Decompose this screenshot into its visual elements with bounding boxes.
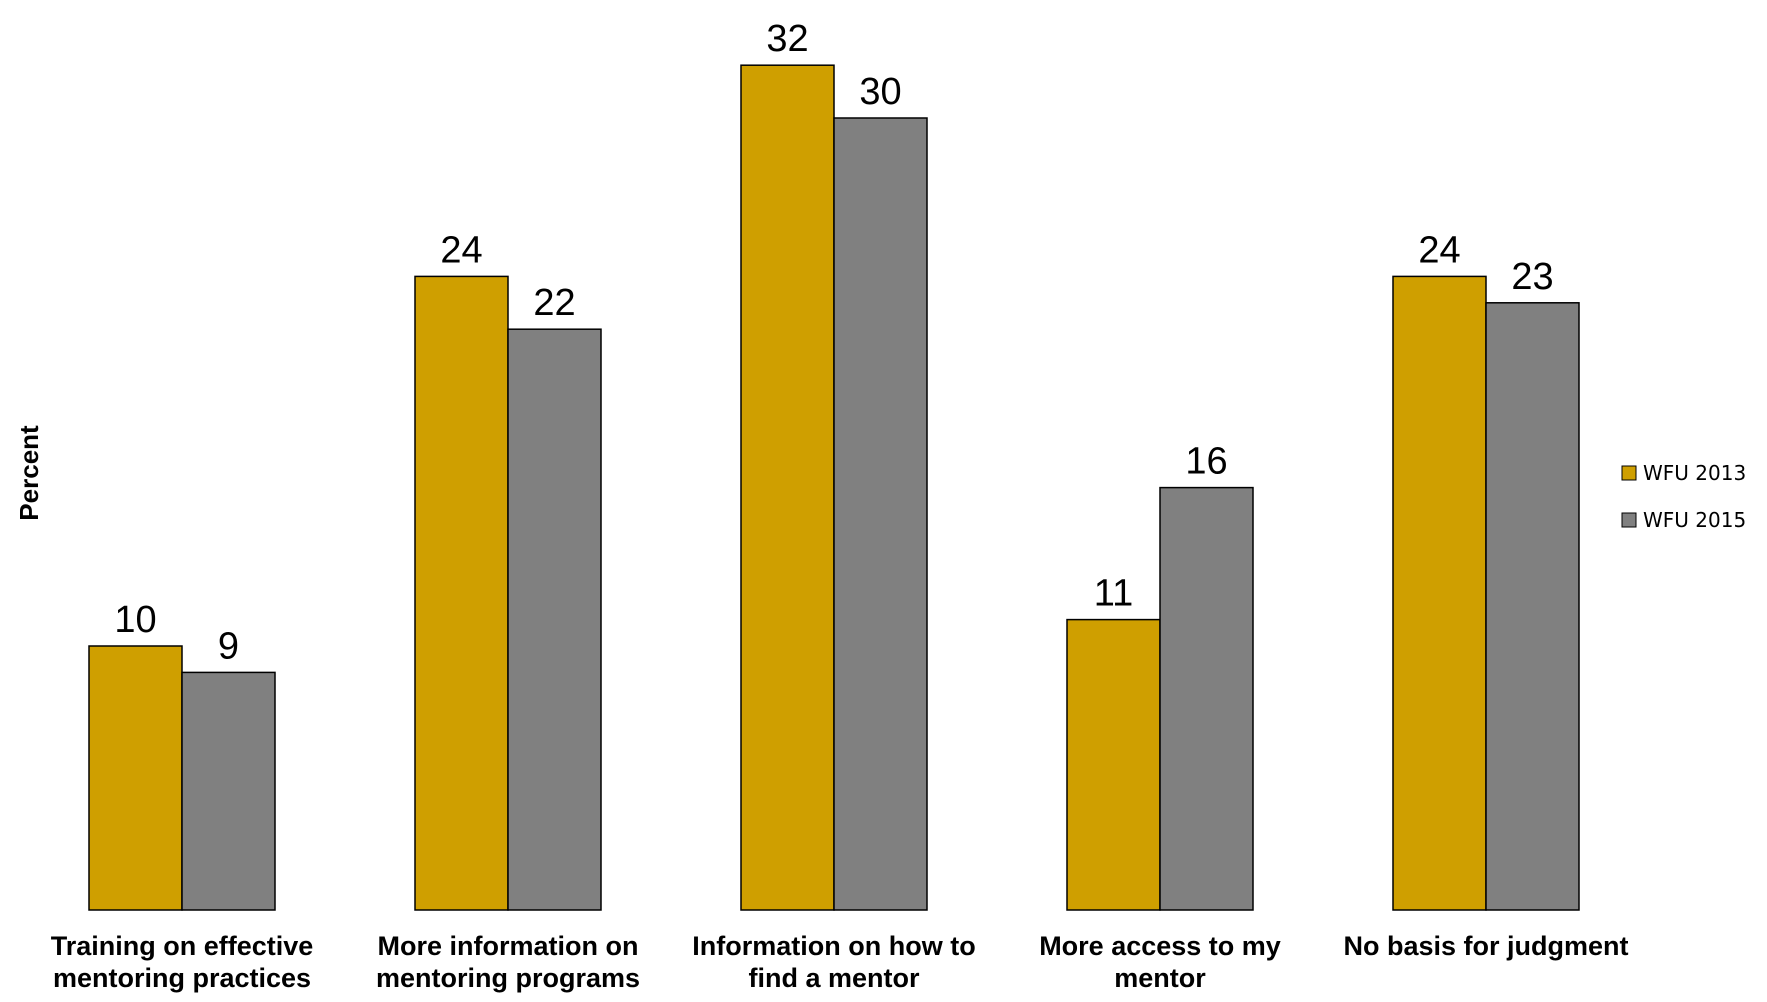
data-label-wfu-2015-3: 30 xyxy=(859,71,901,113)
legend: WFU 2013 WFU 2015 xyxy=(1621,461,1746,532)
data-label-wfu-2013-2: 24 xyxy=(440,229,482,271)
category-label-line: mentoring programs xyxy=(376,963,640,993)
data-label-wfu-2013-3: 32 xyxy=(766,18,808,60)
y-axis-label: Percent xyxy=(14,425,44,521)
category-label-line: find a mentor xyxy=(748,963,919,993)
data-label-wfu-2013-5: 24 xyxy=(1418,229,1460,271)
bar-wfu-2013-2 xyxy=(414,275,509,911)
legend-label-wfu-2015: WFU 2015 xyxy=(1643,508,1746,532)
data-label-wfu-2015-2: 22 xyxy=(533,282,575,324)
category-label-line: More access to my xyxy=(1039,931,1281,961)
data-label-wfu-2013-1: 10 xyxy=(114,599,156,641)
legend-label-wfu-2013: WFU 2013 xyxy=(1643,461,1746,485)
category-label-4: More access to my mentor xyxy=(1039,931,1281,993)
data-label-wfu-2015-5: 23 xyxy=(1511,256,1553,298)
bar-wfu-2015-5 xyxy=(1485,302,1580,911)
bar-wfu-2013-3 xyxy=(740,64,835,911)
bar-wfu-2013-1 xyxy=(88,645,183,911)
category-label-line: mentoring practices xyxy=(53,963,311,993)
data-label-wfu-2015-1: 9 xyxy=(218,625,239,667)
bar-wfu-2015-4 xyxy=(1159,486,1254,911)
category-label-line: No basis for judgment xyxy=(1343,931,1628,961)
category-label-line: More information on xyxy=(378,931,639,961)
category-label-1: Training on effective mentoring practices xyxy=(51,931,314,993)
bar-wfu-2015-3 xyxy=(833,117,928,911)
category-labels-group: Training on effective mentoring practices… xyxy=(51,931,1629,993)
data-label-wfu-2015-4: 16 xyxy=(1185,441,1227,483)
data-label-wfu-2013-4: 11 xyxy=(1094,573,1133,615)
value-labels-group: 10 9 24 22 32 30 11 16 24 23 xyxy=(114,18,1553,667)
category-label-line: mentor xyxy=(1114,963,1206,993)
legend-swatch-wfu-2015 xyxy=(1621,512,1637,528)
bar-wfu-2015-1 xyxy=(181,671,276,911)
bar-wfu-2013-5 xyxy=(1392,275,1487,911)
category-label-2: More information on mentoring programs xyxy=(376,931,640,993)
bars-group xyxy=(88,64,1580,911)
legend-swatch-wfu-2013 xyxy=(1621,465,1637,481)
bar-wfu-2013-4 xyxy=(1066,618,1161,911)
category-label-line: Information on how to xyxy=(692,931,975,961)
category-label-3: Information on how to find a mentor xyxy=(692,931,975,993)
category-label-line: Training on effective xyxy=(51,931,314,961)
bar-wfu-2015-2 xyxy=(507,328,602,911)
category-label-5: No basis for judgment xyxy=(1343,931,1628,961)
